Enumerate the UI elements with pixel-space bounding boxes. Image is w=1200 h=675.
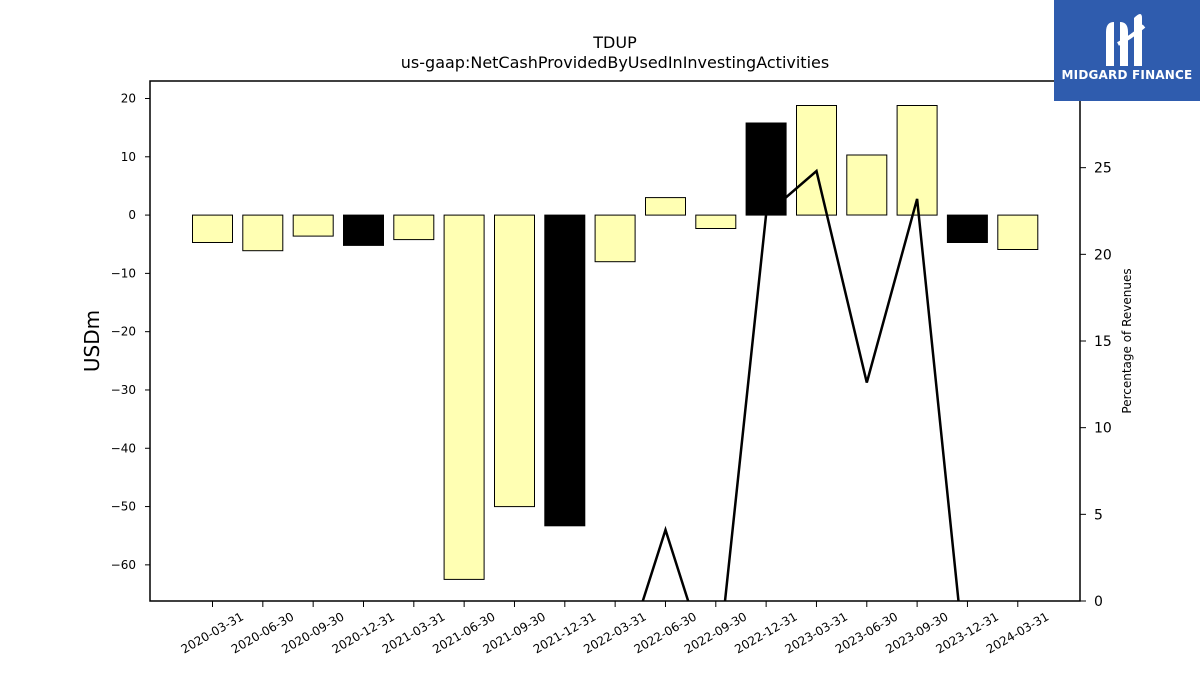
- bar-2022-03-31: [594, 214, 636, 263]
- midgard-finance-logo: MIDGARD FINANCE: [1054, 0, 1200, 101]
- y-tick-label: −20: [111, 325, 136, 339]
- bar-2022-12-31: [745, 122, 787, 216]
- y2-tick-label: 20: [1094, 247, 1112, 263]
- bar-2020-03-31: [192, 214, 233, 244]
- bar-2022-06-30: [645, 197, 686, 216]
- y2-tick-label: 15: [1094, 334, 1112, 350]
- bar-2023-06-30: [846, 154, 888, 216]
- y-tick-label: 10: [121, 150, 136, 164]
- y-axis-label: USDm: [80, 310, 104, 372]
- bar-2023-12-31: [946, 214, 988, 244]
- bar-2023-03-31: [796, 105, 837, 216]
- y-tick-label: −40: [111, 441, 136, 455]
- bars-layer: [192, 105, 1039, 580]
- bar-2021-06-30: [443, 214, 485, 580]
- percentage-line: [641, 168, 960, 601]
- bar-2020-09-30: [292, 214, 334, 237]
- y2-tick-label: 5: [1094, 507, 1103, 523]
- y-tick-label: 0: [128, 208, 136, 222]
- y2-tick-label: 25: [1094, 161, 1112, 177]
- plot-frame: [149, 80, 1081, 602]
- chart-title: TDUP: [592, 33, 637, 52]
- bar-2021-12-31: [544, 214, 586, 527]
- y2-axis-label: Percentage of Revenues: [1120, 268, 1134, 413]
- logo-text: MIDGARD FINANCE: [1061, 68, 1193, 82]
- y-tick-label: −30: [111, 383, 136, 397]
- bar-2021-09-30: [494, 214, 535, 508]
- chart-subtitle: us-gaap:NetCashProvidedByUsedInInvesting…: [401, 53, 829, 72]
- y-axis-left: 20 10 0 −10 −20 −30 −40 −50 −60: [111, 91, 150, 572]
- bar-2023-09-30: [896, 105, 938, 216]
- y2-tick-label: 10: [1094, 421, 1112, 437]
- y-tick-label: −60: [111, 558, 136, 572]
- y-tick-label: −10: [111, 266, 136, 280]
- midgard-logo-mark-icon: [1106, 14, 1146, 66]
- bar-2022-09-30: [695, 214, 737, 230]
- x-axis: 2020-03-312020-06-302020-09-302020-12-31…: [179, 601, 1051, 656]
- y-tick-label: −50: [111, 500, 136, 514]
- y2-tick-label: 0: [1094, 594, 1103, 610]
- percentage-line-layer: [641, 168, 960, 601]
- bar-2021-03-31: [393, 214, 435, 241]
- y-tick-label: 20: [121, 91, 136, 105]
- bar-2020-06-30: [242, 214, 284, 252]
- bar-2024-03-31: [997, 214, 1039, 251]
- bar-2020-12-31: [343, 214, 384, 246]
- y-axis-right: 051015202530: [1080, 74, 1112, 610]
